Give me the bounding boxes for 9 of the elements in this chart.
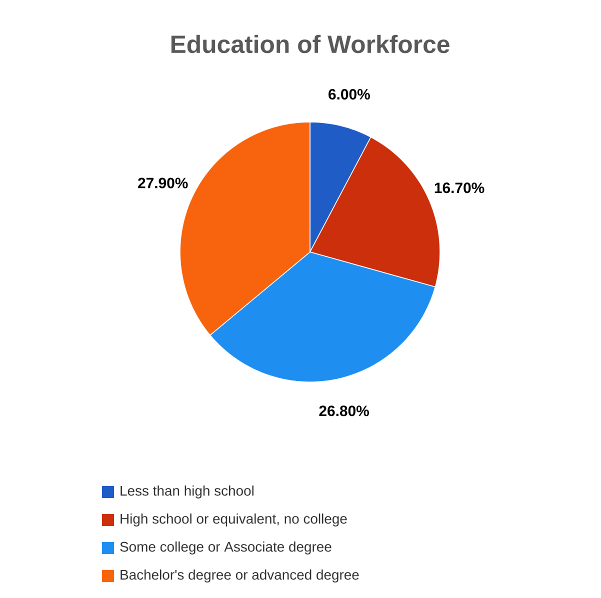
data-label: 26.80% xyxy=(319,406,369,416)
legend-label: High school or equivalent, no college xyxy=(120,513,347,526)
chart-title: Education of Workforce xyxy=(171,34,450,54)
data-label: 27.90% xyxy=(138,178,188,188)
data-label: 6.00% xyxy=(328,89,370,100)
legend-label: Some college or Associate degree xyxy=(120,541,332,554)
data-label: 16.70% xyxy=(434,182,484,194)
legend-label: Less than high school xyxy=(120,485,254,498)
legend-label: Bachelor's degree or advanced degree xyxy=(120,569,359,582)
